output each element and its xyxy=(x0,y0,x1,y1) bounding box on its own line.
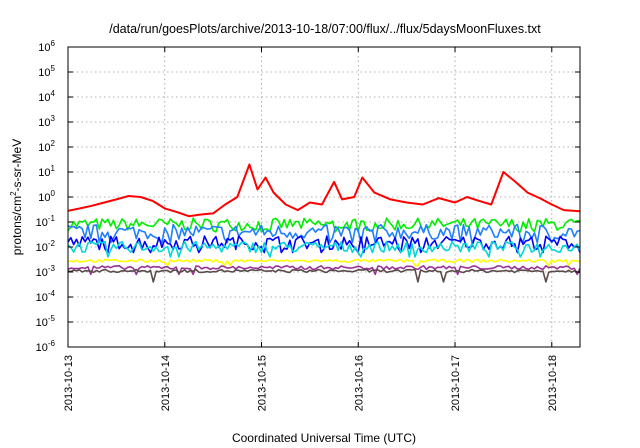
y-tick-exponent: -3 xyxy=(48,264,56,273)
y-tick-label: 10-1 xyxy=(36,214,56,229)
y-tick-base: 10 xyxy=(36,242,48,254)
y-tick-exponent: 0 xyxy=(51,189,56,198)
y-tick-exponent: -6 xyxy=(48,339,56,348)
series-line xyxy=(67,163,581,218)
x-tick-label: 2013-10-18 xyxy=(547,355,559,411)
y-tick-base: 10 xyxy=(38,117,50,129)
y-tick-exponent: 5 xyxy=(51,64,56,73)
y-tick-base: 10 xyxy=(38,67,50,79)
y-tick-label: 10-3 xyxy=(36,264,56,279)
y-axis-label-part: protons/cm xyxy=(10,196,24,255)
y-tick-exponent: 3 xyxy=(51,114,56,123)
y-tick-exponent: -2 xyxy=(48,239,56,248)
grid xyxy=(68,47,580,347)
y-tick-base: 10 xyxy=(36,292,48,304)
y-tick-base: 10 xyxy=(38,192,50,204)
y-tick-label: 106 xyxy=(38,39,55,54)
series-line xyxy=(67,268,581,283)
x-axis: 2013-10-13 2013-10-14 2013-10-15 2013-10-16… xyxy=(63,47,559,411)
y-tick-exponent: 6 xyxy=(51,39,56,48)
x-axis-label: Coordinated Universal Time (UTC) xyxy=(232,431,416,445)
series-line xyxy=(67,240,581,258)
y-tick-label: 100 xyxy=(38,189,55,204)
series-line xyxy=(67,265,581,276)
y-tick-label: 102 xyxy=(38,139,55,154)
x-tick-label: 2013-10-16 xyxy=(353,355,365,411)
chart-title: /data/run/goesPlots/archive/2013-10-18/0… xyxy=(109,22,541,36)
y-tick-base: 10 xyxy=(36,217,48,229)
y-axis-label-superscript: 2 xyxy=(9,191,18,196)
y-tick-label: 10-6 xyxy=(36,339,56,354)
y-tick-label: 105 xyxy=(38,64,55,79)
series-line xyxy=(67,258,581,267)
x-tick-label: 2013-10-13 xyxy=(63,355,75,411)
y-tick-label: 10-5 xyxy=(36,314,56,329)
series-line xyxy=(67,223,581,244)
y-tick-label: 104 xyxy=(38,89,55,104)
y-tick-exponent: -1 xyxy=(48,214,56,223)
x-tick-label: 2013-10-14 xyxy=(160,355,172,411)
y-tick-exponent: 4 xyxy=(51,89,56,98)
y-tick-base: 10 xyxy=(38,142,50,154)
y-axis: 10-610-510-410-310-210-11001011021031041… xyxy=(36,39,580,354)
y-tick-exponent: 2 xyxy=(51,139,56,148)
y-tick-base: 10 xyxy=(36,267,48,279)
x-tick-label: 2013-10-17 xyxy=(450,355,462,411)
y-axis-label: protons/cm2-s-sr-MeV xyxy=(9,139,24,255)
y-tick-base: 10 xyxy=(38,42,50,54)
y-tick-base: 10 xyxy=(36,317,48,329)
y-tick-label: 101 xyxy=(38,164,55,179)
y-axis-label-part: -s-sr-MeV xyxy=(10,139,24,192)
y-tick-base: 10 xyxy=(38,167,50,179)
series-line xyxy=(67,217,581,233)
y-tick-base: 10 xyxy=(38,92,50,104)
x-tick-label: 2013-10-15 xyxy=(257,355,269,411)
y-tick-exponent: 1 xyxy=(51,164,56,173)
y-tick-exponent: -4 xyxy=(48,289,56,298)
y-tick-base: 10 xyxy=(36,342,48,354)
y-tick-label: 10-2 xyxy=(36,239,56,254)
y-tick-exponent: -5 xyxy=(48,314,56,323)
series-group xyxy=(67,163,581,283)
y-tick-label: 103 xyxy=(38,114,55,129)
y-tick-label: 10-4 xyxy=(36,289,56,304)
